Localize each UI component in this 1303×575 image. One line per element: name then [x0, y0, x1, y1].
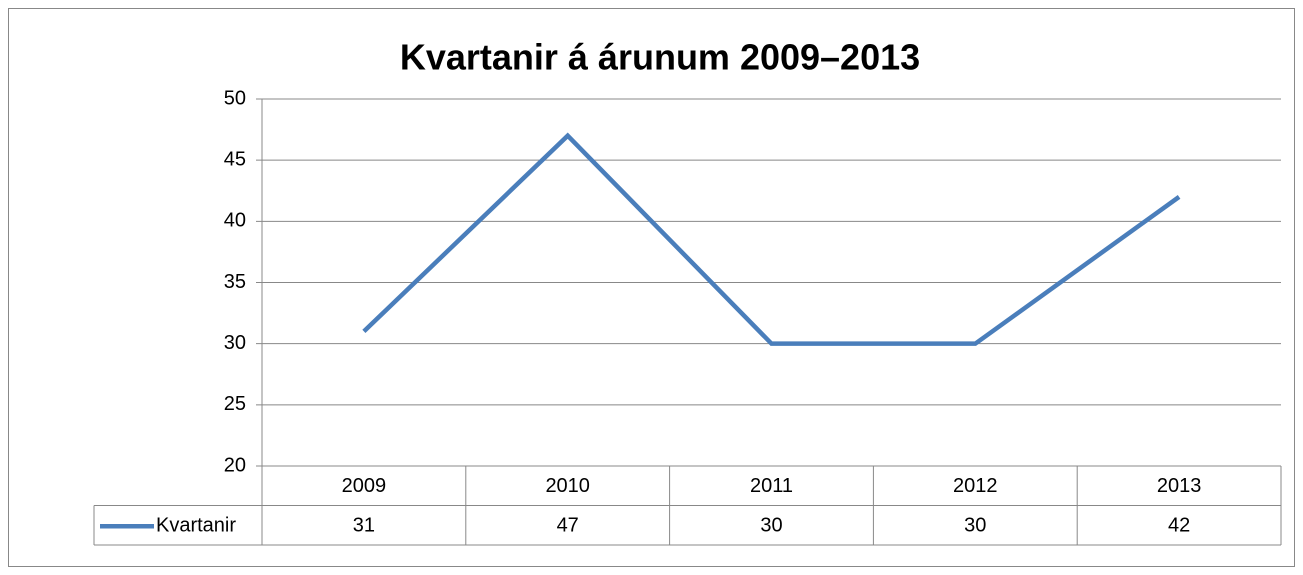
y-tick-label: 25	[224, 393, 246, 415]
table-value: 42	[1168, 515, 1190, 537]
table-value: 31	[353, 515, 375, 537]
series-line	[362, 132, 1181, 346]
legend-label: Kvartanir	[156, 515, 236, 537]
x-tick-label: 2012	[953, 475, 998, 497]
y-tick-label: 40	[224, 210, 246, 232]
y-tick-label: 35	[224, 271, 246, 293]
y-tick-label: 30	[224, 332, 246, 354]
table-value: 30	[760, 515, 782, 537]
chart-frame	[8, 8, 1295, 567]
x-tick-label: 2009	[342, 475, 387, 497]
x-tick-label: 2011	[750, 475, 793, 497]
x-tick-label: 2010	[545, 475, 590, 497]
x-tick-label: 2013	[1157, 475, 1202, 497]
y-tick-label: 20	[224, 454, 246, 476]
table-value: 47	[557, 515, 579, 537]
chart-title: Kvartanir á árunum 2009–2013	[400, 37, 920, 78]
y-tick-label: 45	[224, 148, 246, 170]
table-value: 30	[964, 515, 986, 537]
y-tick-label: 50	[224, 87, 246, 109]
